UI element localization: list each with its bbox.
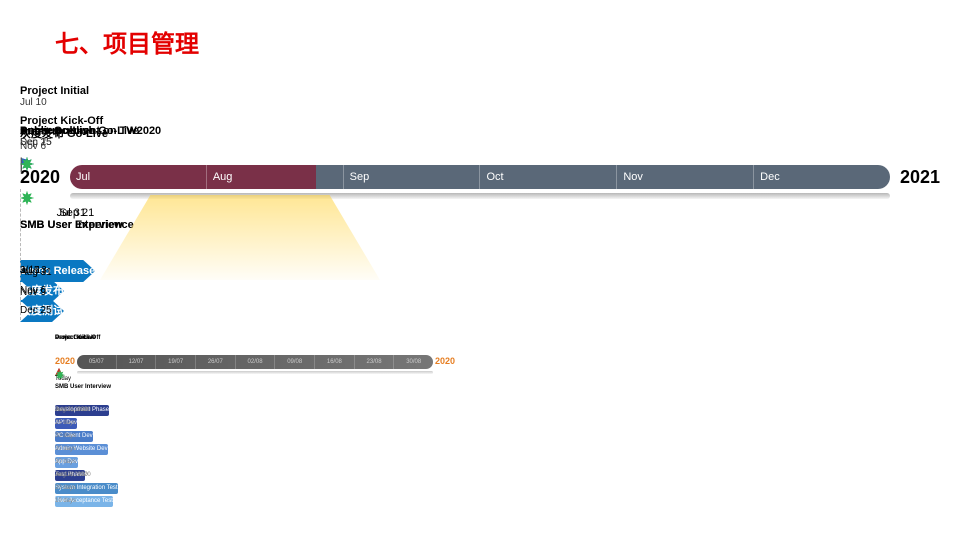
milestone-bottom: Sep 21SMB User Experience <box>20 207 134 231</box>
month-cell: Oct <box>479 165 616 189</box>
sub-year-start: 2020 <box>55 356 75 366</box>
gantt-end-label: 30 days <box>55 459 76 465</box>
sub-timeline-bar: 05/0712/0719/0726/0702/0809/0816/0823/08… <box>77 355 433 369</box>
sub-week-cell: 05/07 <box>77 355 116 369</box>
gantt-end-label: 25 days <box>55 420 76 426</box>
gantt-end-label: 30 days <box>55 433 76 439</box>
sub-year-end: 2020 <box>435 356 455 366</box>
sub-week-cell: 16/08 <box>314 355 354 369</box>
sub-below-milestone: SMB User Interview <box>55 384 111 390</box>
star-icon <box>55 370 65 382</box>
sub-bar-shadow <box>77 371 433 374</box>
gantt-end-label: 30 days <box>55 446 76 452</box>
gantt-end-label: 20 days <box>55 485 76 491</box>
month-cell: Sep <box>343 165 480 189</box>
sub-week-cell: 09/08 <box>274 355 314 369</box>
sub-week-cell: 23/08 <box>354 355 394 369</box>
star-icon <box>20 191 34 205</box>
star-icon <box>20 157 34 171</box>
guide-line <box>20 189 21 320</box>
milestone-top: Project InitialJul 10 <box>20 85 89 108</box>
gantt-end-label: Aug 31, 2020 <box>55 407 91 413</box>
sub-week-cell: 02/08 <box>235 355 275 369</box>
sub-timeline: 2020 2020 05/0712/0719/0726/0702/0809/08… <box>55 330 455 530</box>
page-title: 七、项目管理 <box>55 24 199 59</box>
gantt-end-label: 10 days <box>55 498 76 504</box>
phase-end-date: Dec 25 <box>20 305 52 316</box>
sub-week-cell: 19/07 <box>155 355 195 369</box>
sub-week-cell: 26/07 <box>195 355 235 369</box>
month-cell: Dec <box>753 165 890 189</box>
milestone-top: Public publish Go-LiveDec 25 <box>20 125 139 148</box>
month-cell: Jul <box>70 165 206 189</box>
year-end-label: 2021 <box>900 167 940 188</box>
phase-start-date: Nov 9 <box>20 287 46 298</box>
sub-milestone: Demo Go-Live <box>55 335 96 341</box>
phase-start-date: Aug 31 <box>20 267 52 278</box>
month-cell: Nov <box>616 165 753 189</box>
sub-week-cell: 12/07 <box>116 355 156 369</box>
month-cell: Aug <box>206 165 343 189</box>
sub-week-cell: 30/08 <box>393 355 433 369</box>
timeline-bar: JulAugSepOctNovDec <box>70 165 890 189</box>
gantt-end-label: Aug 28, 2020 <box>55 472 91 478</box>
